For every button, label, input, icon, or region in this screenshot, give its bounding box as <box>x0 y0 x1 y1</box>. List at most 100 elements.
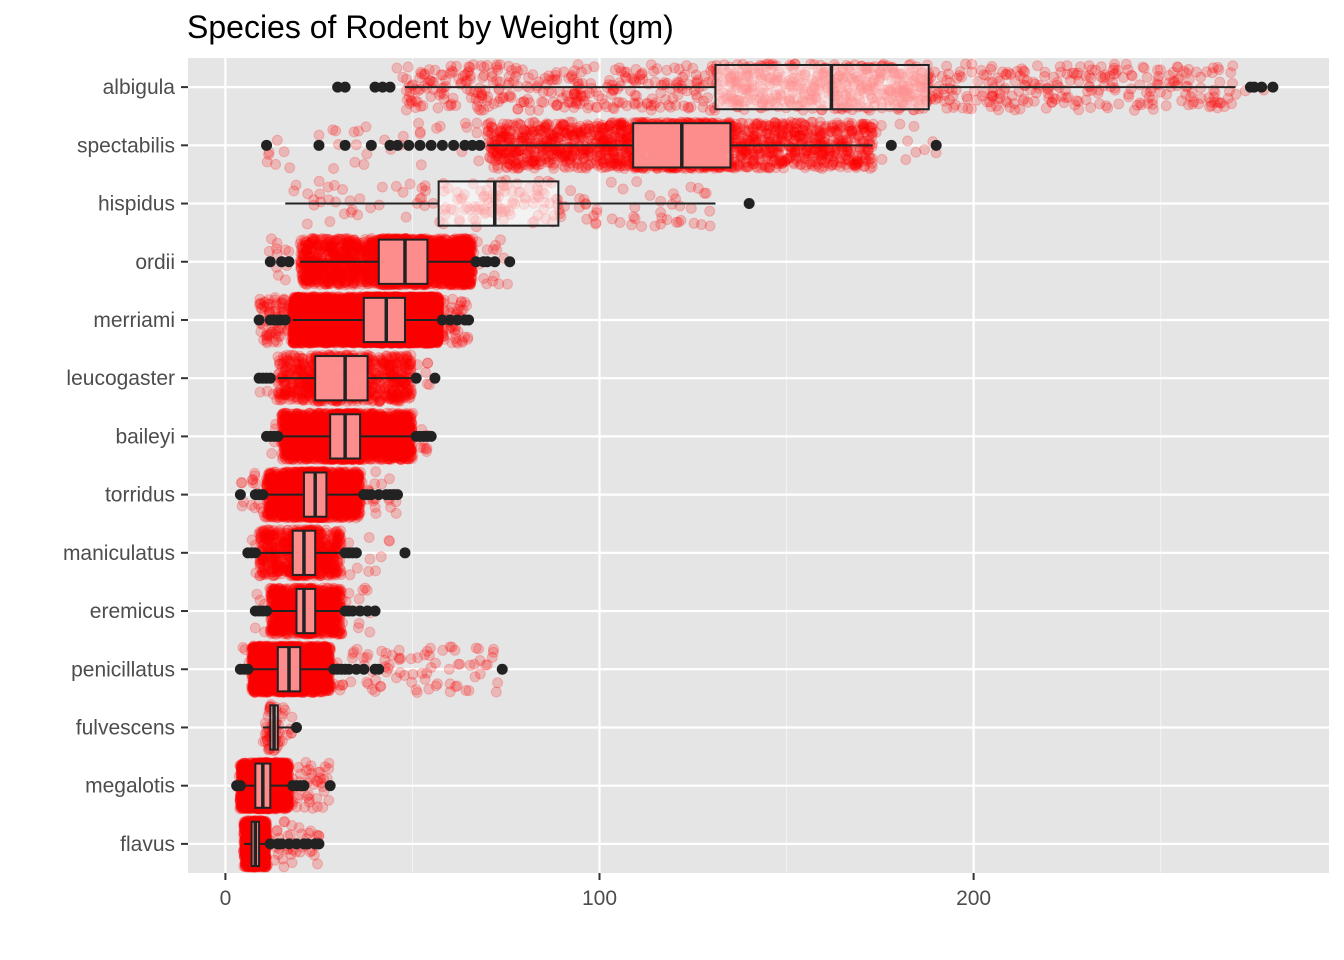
jitter-point <box>560 156 572 167</box>
jitter-point <box>954 66 966 78</box>
jitter-point <box>1185 91 1197 103</box>
jitter-point <box>976 90 988 102</box>
jitter-point <box>674 200 686 212</box>
jitter-point <box>1160 100 1172 112</box>
jitter-point <box>301 218 313 230</box>
jitter-point <box>497 92 509 104</box>
jitter-point <box>566 97 578 109</box>
jitter-point <box>705 65 717 77</box>
jitter-point <box>600 121 612 133</box>
jitter-point <box>876 153 888 165</box>
jitter-point <box>704 220 716 232</box>
jitter-point <box>590 218 602 230</box>
jitter-point <box>1090 64 1101 76</box>
jitter-point <box>943 68 954 80</box>
jitter-point <box>1153 71 1164 82</box>
jitter-point <box>328 163 340 174</box>
jitter-point <box>354 193 366 205</box>
jitter-point <box>1000 95 1012 107</box>
jitter-point <box>894 118 906 130</box>
jitter-point <box>631 176 643 188</box>
jitter-point <box>697 101 709 113</box>
jitter-point <box>648 65 660 77</box>
jitter-point <box>1011 65 1023 77</box>
jitter-point <box>831 127 843 139</box>
jitter-point <box>284 162 296 174</box>
jitter-point <box>1152 64 1164 76</box>
jitter-point <box>814 126 826 138</box>
jitter-point <box>464 61 476 73</box>
jitter-point <box>1001 69 1013 81</box>
jitter-point <box>350 139 362 151</box>
jitter-point <box>330 196 342 208</box>
jitter-point <box>397 71 409 83</box>
jitter-point <box>790 118 802 130</box>
jitter-point <box>630 63 642 75</box>
jitter-point <box>1214 76 1226 88</box>
jitter-point <box>688 217 700 229</box>
jitter-point <box>655 206 667 218</box>
jitter-point <box>902 135 914 147</box>
jitter-point <box>423 64 435 76</box>
jitter-point <box>757 159 769 171</box>
jitter-point <box>997 66 1009 78</box>
jitter-point <box>360 121 372 133</box>
jitter-point <box>503 91 515 102</box>
jitter-point <box>522 93 534 105</box>
jitter-point <box>313 175 325 187</box>
jitter-point <box>475 104 487 116</box>
jitter-point <box>858 121 870 133</box>
jitter-point <box>971 94 983 106</box>
jitter-point <box>1028 95 1040 107</box>
jitter-point <box>497 152 509 164</box>
jitter-point <box>527 69 539 81</box>
jitter-point <box>1000 68 1012 80</box>
jitter-point <box>473 155 485 167</box>
jitter-point <box>549 70 561 81</box>
jitter-point <box>415 66 427 78</box>
jitter-point <box>773 127 785 139</box>
jitter-point <box>1040 102 1052 114</box>
jitter-point <box>637 73 649 85</box>
jitter-point <box>617 97 629 109</box>
jitter-point <box>288 185 300 197</box>
jitter-point <box>738 159 750 171</box>
jitter-point <box>1120 58 1132 70</box>
jitter-point <box>900 154 912 166</box>
jitter-point <box>450 60 462 72</box>
jitter-point <box>648 99 660 111</box>
jitter-point <box>492 64 504 76</box>
jitter-point <box>560 145 572 157</box>
jitter-point <box>614 217 626 228</box>
jitter-point <box>345 206 357 218</box>
jitter-point <box>406 96 418 108</box>
jitter-point <box>1002 66 1014 78</box>
jitter-point <box>690 69 702 81</box>
jitter-point <box>531 137 543 149</box>
jitter-point <box>704 205 716 217</box>
jitter-point <box>673 216 685 228</box>
jitter-point <box>992 72 1004 84</box>
jitter-point <box>700 187 712 199</box>
jitter-point <box>475 60 487 72</box>
jitter-point <box>400 104 412 116</box>
jitter-point <box>1071 69 1082 81</box>
jitter-point <box>634 73 646 85</box>
jitter-point <box>330 125 342 137</box>
jitter-point <box>990 100 1002 112</box>
jitter-point <box>966 58 978 70</box>
jitter-point <box>1058 97 1070 109</box>
jitter-point <box>551 74 563 86</box>
jitter-point <box>938 89 950 101</box>
jitter-point <box>607 146 619 158</box>
jitter-point <box>446 65 458 77</box>
jitter-point <box>1018 93 1030 105</box>
jitter-point <box>1043 92 1055 104</box>
jitter-point <box>512 128 524 140</box>
jitter-point <box>1203 92 1215 104</box>
jitter-point <box>944 77 956 88</box>
jitter-point <box>986 90 998 102</box>
jitter-point <box>1073 104 1085 116</box>
jitter-point <box>941 74 953 86</box>
jitter-point <box>619 66 631 78</box>
